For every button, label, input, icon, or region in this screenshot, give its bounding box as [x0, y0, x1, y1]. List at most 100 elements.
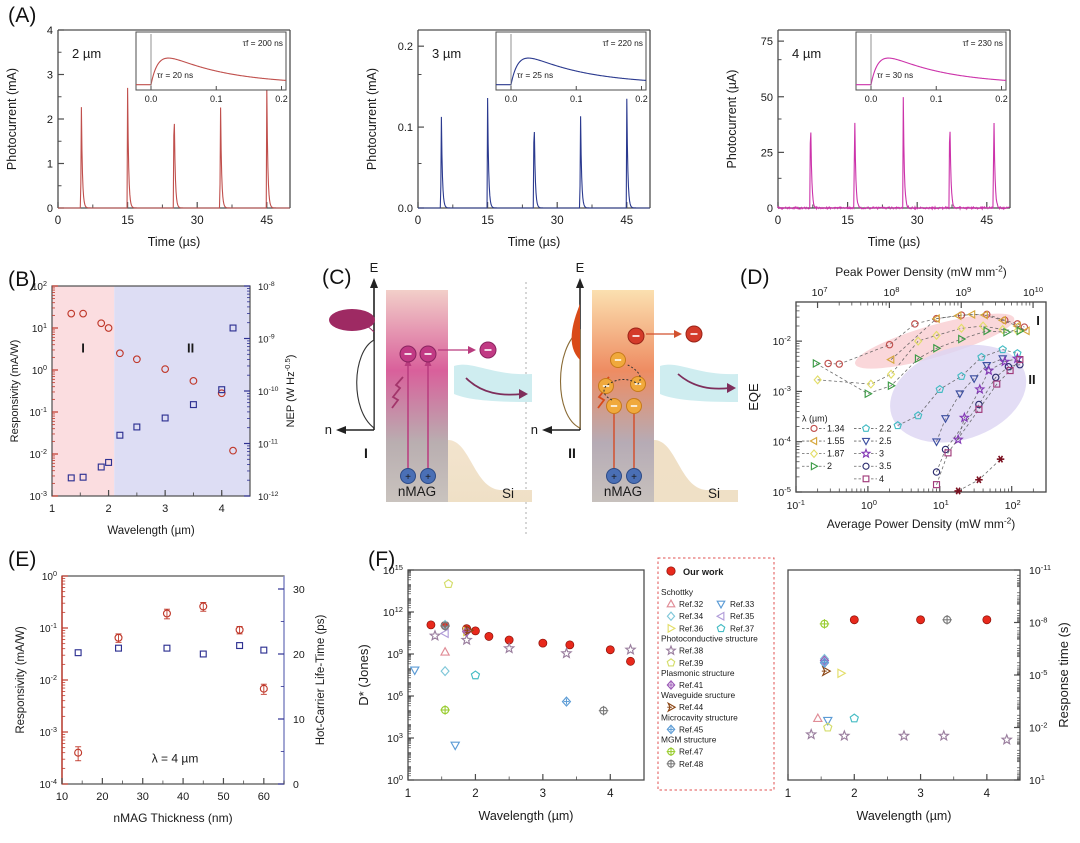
x-tick-label: 20	[96, 791, 108, 803]
y-tick-label-left: 10-2	[39, 673, 57, 687]
y-tick-label: 10-2	[773, 334, 791, 348]
dos-hot-lobe	[329, 309, 375, 331]
x-tick-label-top: 1010	[1023, 285, 1043, 299]
legend-label-Ref.48: Ref.48	[679, 760, 704, 769]
y-tick-label: 0	[767, 203, 773, 215]
y-tick-label-right: 10-11	[258, 439, 278, 451]
x-tick-label: 4	[219, 503, 225, 515]
x-tick-label: 15	[841, 215, 854, 227]
legend-label-Ref.47: Ref.47	[679, 748, 704, 757]
y-tick-label-right: 30	[293, 584, 305, 596]
y-tick-label-left: 10-1	[39, 621, 57, 635]
wavelength-tag: 3 µm	[432, 46, 461, 61]
y-axis-label: Photocurrent (µA)	[725, 70, 739, 169]
y-tick-label: 0	[47, 203, 53, 215]
y-tick-label: 1	[47, 159, 53, 171]
y-axis-label-left: D* (Jones)	[356, 644, 371, 705]
response-time-point-Our work	[850, 616, 858, 624]
y-tick-label: 4	[47, 25, 53, 37]
inset-x-tick-label: 0.0	[865, 94, 878, 104]
x-tick-label: 40	[177, 791, 189, 803]
x-tick-label: 3	[917, 788, 923, 800]
inset-tau-rise-label: τr = 30 ns	[877, 70, 913, 80]
axis-label-n: n	[325, 422, 332, 437]
legend-group-header: Microcavity structure	[661, 712, 738, 722]
y-tick-label: 3	[47, 70, 53, 82]
x-tick-label: 4	[607, 788, 614, 800]
panel-e-plot: 10-410-310-210-1100010203010 20 30 40 50 60λ …	[15, 569, 327, 825]
x-tick-label: 1	[405, 788, 411, 800]
y-tick-label-right: 20	[293, 649, 305, 661]
y-tick-label-left: 100	[42, 569, 57, 583]
legend-marker-our-work	[667, 567, 675, 575]
y-axis-label: EQE	[746, 383, 761, 411]
y-axis-label-right: NEP (W Hz-0.5)	[283, 355, 297, 428]
x-tick-label: 50	[217, 791, 229, 803]
x-axis-label-right: Wavelength (µm)	[857, 809, 952, 823]
y-tick-label: 25	[761, 147, 773, 159]
x-tick-label: 10-1	[787, 498, 805, 512]
panel-d-plot: 10-1 100 101 102 107 108 109 1010 10-5 10-4 10-3 10…	[746, 264, 1046, 532]
legend-label-Ref.36: Ref.36	[679, 624, 704, 633]
x-axis-label-left: Wavelength (µm)	[479, 809, 574, 823]
y-tick-label-right: 10-8	[258, 281, 275, 293]
material-label-si: Si	[502, 486, 514, 501]
hole-plus-sign: +	[405, 472, 411, 483]
panel-f-legend: Our work Schottky Ref.32 Ref.33 Ref.34 Ref.35…	[658, 558, 774, 790]
legend-label-2: 2	[827, 461, 832, 471]
panel-c: En I + + nMAG Si En II + + nMAG Si	[318, 262, 730, 544]
legend-label-3.5: 3.5	[879, 461, 892, 471]
panel-a: 0 1 2 3 4 0 15 30 45 2 µm Photocurrent (mA) Time (µ…	[0, 0, 1080, 258]
y-tick-label-left: 10-3	[29, 489, 47, 503]
x-tick-label: 3	[540, 788, 546, 800]
axis-label-e: E	[576, 260, 585, 275]
dstar-point-Our work	[427, 621, 435, 629]
band-diagram-i: EnI+ +nMAG Si	[325, 260, 532, 502]
x-tick-label: 1	[785, 788, 791, 800]
figure-root: (A) (B) (C) (D) (E) (F) 0 1 2 3 4 0 15 30 45 2 µm…	[0, 0, 1080, 843]
legend-group-header: Photoconductive structure	[661, 634, 758, 644]
legend-label-Ref.37: Ref.37	[730, 624, 755, 633]
inset-x-tick-label: 0.1	[570, 94, 583, 104]
y-tick-label-left: 10-3	[39, 725, 57, 739]
x-axis-label: Wavelength (µm)	[107, 525, 195, 537]
x-tick-label: 15	[121, 215, 134, 227]
panel-f-right-plot: 10-1110-810-510-21011 2 3 4Response time (s…	[785, 563, 1071, 823]
e-axis-arrow	[370, 278, 378, 288]
x-tick-label: 60	[258, 791, 270, 803]
wavelength-tag: 2 µm	[72, 46, 101, 61]
n-axis-arrow	[542, 426, 552, 434]
inset-tau-rise-label: τr = 25 ns	[517, 70, 553, 80]
y-tick-label: 0.1	[398, 122, 413, 134]
y-tick-label-right: 10-5	[1029, 668, 1047, 682]
x-tick-label: 30	[137, 791, 149, 803]
dos-curve	[357, 340, 374, 428]
legend-group-header: Schottky	[661, 587, 694, 597]
y-tick-label-left: 101	[32, 321, 47, 335]
material-label-nmag: nMAG	[604, 484, 642, 499]
inset-x-tick-label: 0.0	[505, 94, 518, 104]
legend-label-1.87: 1.87	[827, 449, 845, 459]
panel-a-plot-3: 02550750 15 30 454 µmPhotocurrent (µA)Time …	[725, 30, 1010, 249]
region-label: II	[568, 445, 576, 461]
transfer-arrow-head	[468, 346, 476, 354]
material-label-nmag: nMAG	[398, 484, 436, 499]
inset-x-tick-label: 0.2	[275, 94, 288, 104]
y-tick-label-right: 0	[293, 779, 299, 791]
panel-a-plot-1: 012340 15 30 452 µmPhotocurrent (mA)Time (µ…	[5, 25, 290, 249]
axis-label-e: E	[370, 260, 379, 275]
region-i-label: I	[1036, 313, 1040, 328]
dstar-point-Our work	[606, 646, 614, 654]
y-tick-label-left: 10-2	[29, 447, 47, 461]
x-tick-label: 102	[1005, 498, 1021, 512]
x-tick-label: 15	[481, 215, 494, 227]
x-tick-label-top: 107	[812, 285, 828, 299]
y-tick-label: 106	[387, 689, 403, 703]
si-conduction-pocket	[660, 365, 738, 402]
x-axis-label: nMAG Thickness (nm)	[113, 811, 232, 825]
x-tick-label: 3	[162, 503, 168, 515]
legend-label-2.2: 2.2	[879, 423, 892, 433]
inset-x-tick-label: 0.0	[145, 94, 158, 104]
x-tick-label: 1	[49, 503, 55, 515]
nmag-slab	[386, 290, 448, 502]
